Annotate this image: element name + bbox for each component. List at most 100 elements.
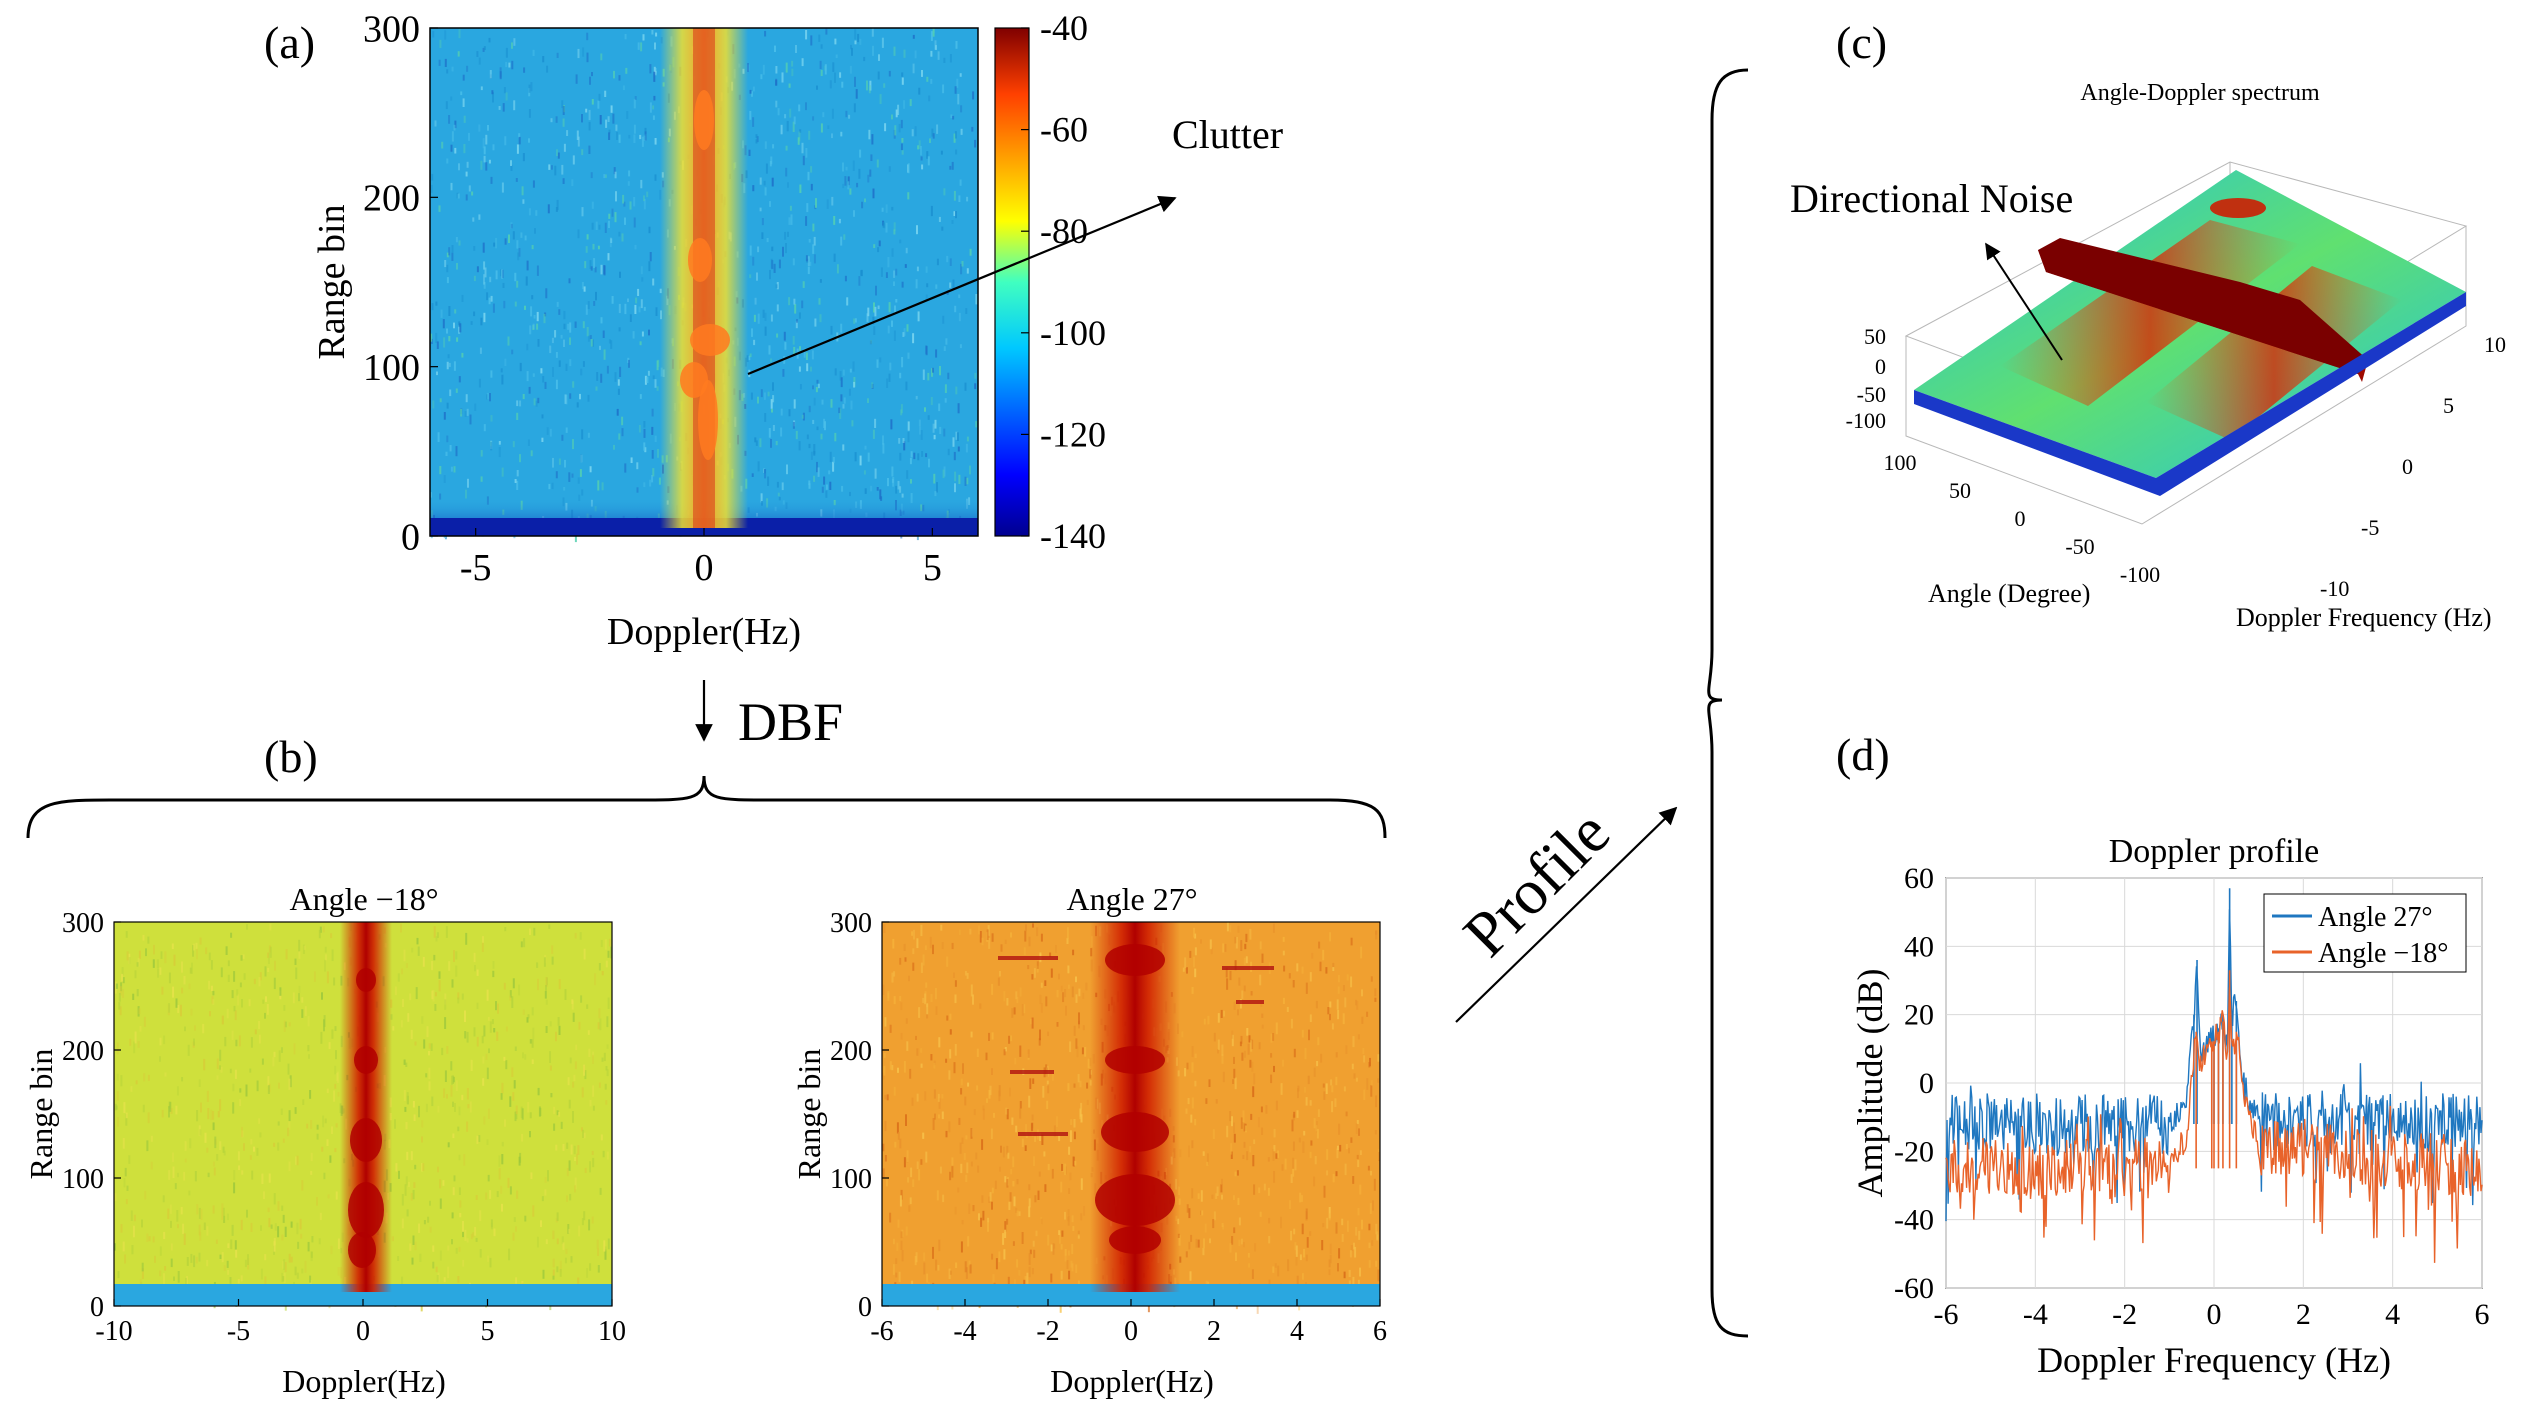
speckle-cell — [466, 65, 469, 72]
speckle-cell — [884, 1017, 887, 1027]
speckle-cell — [521, 1133, 524, 1142]
speckle-cell — [460, 408, 463, 417]
speckle-cell — [486, 394, 488, 400]
speckle-cell — [649, 64, 652, 74]
speckle-cell — [1289, 1200, 1291, 1209]
speckle-cell — [754, 437, 757, 443]
legend-d: Angle 27° Angle −18° — [2263, 893, 2467, 973]
speckle-cell — [581, 489, 584, 496]
speckle-cell — [160, 951, 163, 959]
speckle-cell — [556, 1212, 559, 1222]
speckle-cell — [987, 925, 990, 936]
speckle-cell — [813, 475, 816, 482]
speckle-cell — [439, 1250, 442, 1261]
speckle-cell — [932, 944, 934, 955]
speckle-cell — [980, 1217, 983, 1227]
speckle-cell — [1301, 1195, 1303, 1202]
speckle-cell — [911, 1280, 914, 1285]
speckle-cell — [516, 470, 519, 477]
speckle-cell — [1226, 1125, 1229, 1138]
speckle-cell — [1343, 1271, 1346, 1279]
speckle-cell — [1313, 1176, 1316, 1187]
speckle-cell — [1267, 1187, 1270, 1196]
speckle-cell — [562, 178, 565, 184]
speckle-cell — [801, 58, 804, 67]
speckle-cell — [490, 441, 493, 451]
speckle-cell — [608, 213, 611, 219]
speckle-cell — [124, 1167, 127, 1177]
speckle-cell — [1298, 1137, 1301, 1143]
speckle-cell — [848, 388, 851, 396]
speckle-cell — [776, 304, 779, 312]
speckle-cell — [1374, 997, 1377, 1002]
speckle-cell — [1197, 1239, 1200, 1248]
speckle-cell — [581, 207, 584, 217]
speckle-cell — [929, 936, 932, 949]
speckle-cell — [591, 1216, 594, 1224]
speckle-cell — [858, 276, 861, 286]
speckle-cell — [893, 222, 896, 231]
speckle-cell — [509, 1096, 512, 1107]
speckle-cell — [221, 1203, 224, 1209]
speckle-cell — [527, 439, 530, 446]
speckle-cell — [401, 1218, 404, 1229]
speckle-cell — [950, 114, 953, 119]
speckle-cell — [999, 1166, 1001, 1172]
speckle-cell — [940, 150, 943, 155]
speckle-cell — [118, 993, 121, 1002]
speckle-cell — [885, 1178, 888, 1187]
speckle-cell — [1210, 947, 1213, 955]
speckle-cell — [1310, 1140, 1313, 1146]
speckle-cell — [1226, 978, 1229, 990]
speckle-cell — [1357, 1160, 1360, 1168]
speckle-cell — [589, 335, 592, 340]
speckle-cell — [551, 945, 554, 954]
speckle-cell — [924, 1091, 927, 1101]
xtick-label: 0 — [1124, 1316, 1138, 1347]
speckle-cell — [428, 1067, 431, 1080]
speckle-cell — [535, 210, 538, 216]
speckle-cell — [450, 182, 453, 191]
speckle-cell — [1370, 976, 1373, 982]
xtick-label: -2 — [1036, 1316, 1059, 1347]
speckle-cell — [897, 1067, 899, 1073]
speckle-cell — [1015, 1207, 1018, 1213]
speckle-cell — [847, 176, 850, 186]
speckle-cell — [907, 192, 910, 200]
speckle-cell — [430, 333, 433, 342]
speckle-cell — [510, 222, 513, 229]
speckle-cell — [544, 1176, 547, 1183]
speckle-cell — [1329, 932, 1332, 942]
speckle-cell — [159, 1056, 161, 1062]
speckle-cell — [965, 308, 968, 314]
speckle-cell — [959, 1142, 962, 1154]
speckle-cell — [184, 1141, 187, 1151]
speckle-cell — [1258, 1187, 1261, 1194]
speckle-cell — [1261, 1127, 1264, 1135]
speckle-cell — [297, 1241, 300, 1249]
speckle-cell — [1191, 1062, 1194, 1073]
speckle-cell — [802, 281, 805, 288]
speckle-cell — [840, 323, 843, 333]
speckle-cell — [425, 1073, 428, 1078]
speckle-cell — [1243, 985, 1246, 992]
speckle-cell — [579, 932, 582, 940]
speckle-cell — [909, 457, 912, 465]
speckle-cell — [770, 258, 773, 269]
speckle-cell — [462, 1259, 465, 1267]
speckle-cell — [972, 91, 975, 100]
speckle-cell — [823, 476, 826, 485]
speckle-cell — [768, 428, 771, 438]
speckle-cell — [324, 1118, 327, 1124]
speckle-cell — [1193, 927, 1196, 938]
speckle-cell — [1303, 1248, 1306, 1258]
angle-tick-label: 50 — [1949, 478, 1971, 503]
speckle-cell — [200, 1208, 203, 1221]
speckle-cell — [889, 1061, 892, 1070]
speckle-cell — [813, 397, 816, 406]
speckle-cell — [805, 255, 808, 262]
speckle-cell — [935, 1259, 938, 1271]
speckle-cell — [630, 457, 633, 463]
speckle-cell — [1301, 1223, 1304, 1235]
speckle-cell — [916, 266, 919, 272]
